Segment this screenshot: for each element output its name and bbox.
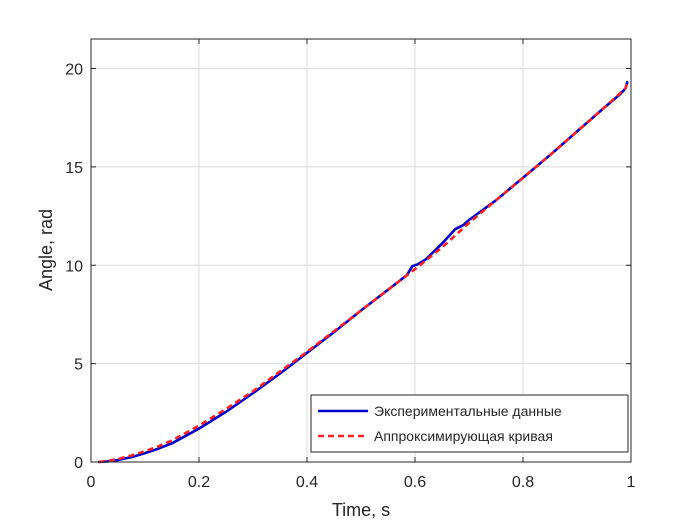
x-tick-label: 0.4: [296, 474, 318, 491]
y-tick-label: 5: [74, 357, 83, 374]
grid: [91, 39, 631, 462]
legend-label-approximation: Аппроксимирующая кривая: [374, 428, 553, 444]
y-tick-label: 15: [65, 160, 83, 177]
plot-frame: [90, 38, 632, 463]
legend-box: [310, 394, 629, 453]
y-tick-label: 0: [74, 455, 83, 472]
legend: Экспериментальные данные Аппроксимирующа…: [310, 394, 629, 453]
x-tick-label: 0.2: [188, 474, 210, 491]
x-tick-label: 0.6: [404, 474, 426, 491]
plot-area: [91, 39, 631, 462]
y-tick-label: 20: [65, 62, 83, 79]
legend-label-experimental: Экспериментальные данные: [374, 403, 562, 419]
y-tick-label: 10: [65, 258, 83, 275]
x-tick-label: 0: [87, 474, 96, 491]
x-axis-label: Time, s: [332, 500, 390, 520]
x-tick-label: 0.8: [512, 474, 534, 491]
x-tick-label: 1: [627, 474, 636, 491]
y-axis-label: Angle, rad: [36, 209, 56, 291]
series-line-approximation: [98, 80, 629, 464]
series-layer: [97, 80, 629, 464]
